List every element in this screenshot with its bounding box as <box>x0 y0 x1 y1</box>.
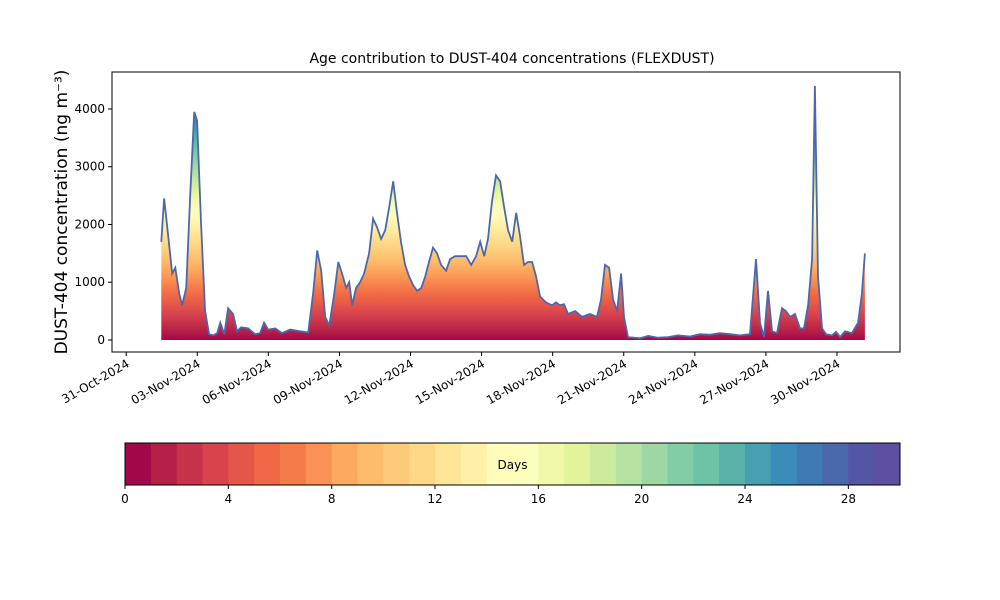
colorbar-swatch <box>486 443 513 485</box>
x-tick-label: 06-Nov-2024 <box>200 356 274 407</box>
colorbar-swatch <box>667 443 694 485</box>
x-tick-label: 09-Nov-2024 <box>271 356 345 407</box>
colorbar-tick-label: 24 <box>737 492 752 506</box>
colorbar-swatch <box>719 443 746 485</box>
colorbar-tick-label: 12 <box>427 492 442 506</box>
colorbar-tick-label: 16 <box>531 492 546 506</box>
colorbar-swatch <box>564 443 591 485</box>
x-tick-label: 21-Nov-2024 <box>555 356 629 407</box>
colorbar-swatch <box>125 443 152 485</box>
colorbar-swatch <box>150 443 178 485</box>
colorbar-swatch <box>770 443 798 485</box>
plot-frame <box>111 71 901 353</box>
colorbar-swatch <box>435 443 462 485</box>
colorbar-swatch <box>590 443 617 485</box>
colorbar-label: Days <box>498 458 528 472</box>
colorbar-tick-label: 4 <box>225 492 233 506</box>
colorbar-tick-label: 8 <box>328 492 336 506</box>
colorbar-swatch <box>409 443 436 485</box>
colorbar-tick-label: 20 <box>634 492 649 506</box>
colorbar-swatch <box>254 443 281 485</box>
colorbar-swatch <box>280 443 307 485</box>
line <box>160 85 866 340</box>
colorbar-swatch <box>460 443 488 485</box>
colorbar-tick-label: 28 <box>841 492 856 506</box>
colorbar-swatch <box>796 443 823 485</box>
colorbar-swatch <box>305 443 333 485</box>
x-tick-label: 03-Nov-2024 <box>129 356 203 407</box>
colorbar-swatch <box>331 443 358 485</box>
y-tick-label: 3000 <box>74 160 105 174</box>
y-tick-label: 4000 <box>74 102 105 116</box>
colorbar-swatch <box>848 443 875 485</box>
colorbar-swatch <box>357 443 384 485</box>
colorbar-swatch <box>538 443 565 485</box>
colorbar-swatch <box>176 443 203 485</box>
y-axis-label: DUST-404 concentration (ng m⁻³) <box>52 70 72 355</box>
x-tick-label: 31-Oct-2024 <box>59 356 131 406</box>
colorbar-swatch <box>822 443 849 485</box>
colorbar-swatch <box>228 443 255 485</box>
colorbar-swatch <box>512 443 539 485</box>
x-tick-label: 24-Nov-2024 <box>626 356 700 407</box>
y-tick-label: 0 <box>97 333 105 347</box>
colorbar-swatch <box>745 443 772 485</box>
x-tick-label: 27-Nov-2024 <box>697 356 771 407</box>
x-tick-label: 18-Nov-2024 <box>484 356 558 407</box>
x-tick-label: 12-Nov-2024 <box>342 356 416 407</box>
y-tick-label: 1000 <box>74 275 105 289</box>
colorbar-swatch <box>641 443 668 485</box>
colorbar-swatch <box>615 443 643 485</box>
colorbar-frame <box>124 442 901 486</box>
x-tick-label: 30-Nov-2024 <box>768 356 842 407</box>
colorbar-swatch <box>693 443 720 485</box>
x-tick-label: 15-Nov-2024 <box>413 356 487 407</box>
colorbar-swatch <box>202 443 229 485</box>
colorbar-swatch <box>874 443 901 485</box>
colorbar-swatch <box>383 443 410 485</box>
y-tick-label: 2000 <box>74 217 105 231</box>
chart-title: Age contribution to DUST-404 concentrati… <box>309 51 714 67</box>
colorbar-tick-label: 0 <box>121 492 129 506</box>
